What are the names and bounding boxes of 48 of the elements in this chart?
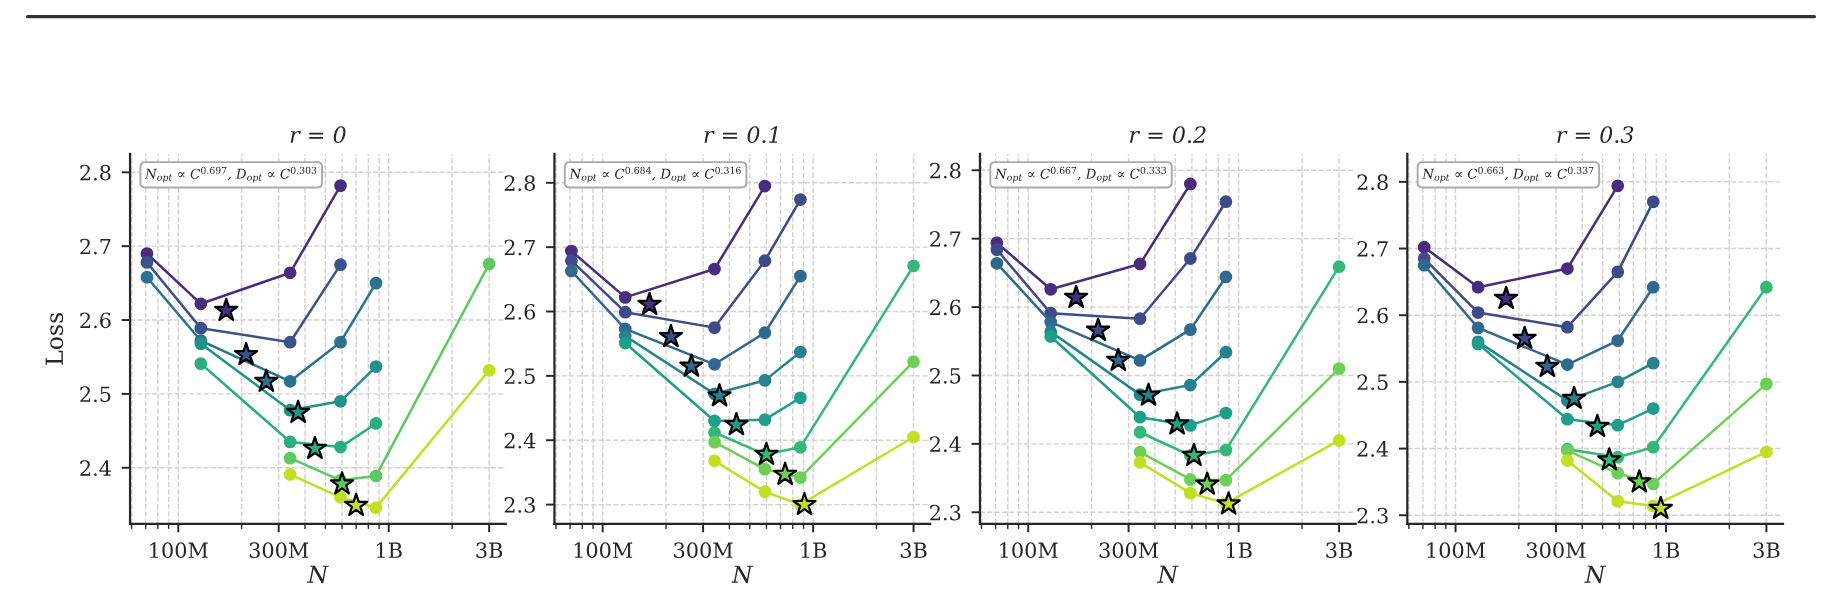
- x-tick-label: 100M: [1427, 542, 1485, 559]
- y-tick-label: 2.7: [1357, 240, 1388, 257]
- y-tick-label: 2.5: [930, 367, 961, 384]
- y-tick-label: 2.3: [930, 504, 961, 521]
- y-tick-label: 2.4: [1357, 441, 1389, 457]
- x-tick-label: 300M: [1526, 542, 1586, 559]
- x-axis-title: N: [731, 565, 754, 584]
- y-tick-label: 2.6: [1357, 307, 1388, 324]
- y-tick-label: 2.6: [930, 299, 961, 316]
- y-tick-label: 2.8: [930, 162, 961, 179]
- x-tick-label: 100M: [1000, 542, 1058, 559]
- x-axis-title: N: [1157, 565, 1179, 584]
- x-tick-label: 300M: [1099, 542, 1159, 559]
- x-tick-label: 300M: [249, 542, 309, 559]
- y-tick-label: 2.3: [504, 497, 535, 513]
- y-tick-label: 2.3: [1357, 507, 1388, 524]
- y-tick-label: 2.4: [504, 432, 536, 449]
- chart-title: r = 0.2: [1130, 126, 1206, 144]
- y-tick-label: 2.5: [504, 368, 535, 385]
- y-tick-label: 2.6: [80, 312, 111, 329]
- x-axis-title: N: [1584, 565, 1607, 584]
- y-tick-label: 2.8: [80, 164, 111, 181]
- x-tick-label: 1B: [1654, 542, 1679, 558]
- x-tick-label: 100M: [574, 542, 633, 559]
- x-tick-label: 3B: [1326, 542, 1353, 559]
- x-tick-label: 1B: [376, 542, 402, 558]
- chart-title: r = 0.1: [704, 126, 778, 144]
- y-tick-label: 2.4: [80, 460, 111, 476]
- x-tick-label: 100M: [150, 542, 208, 559]
- chart-title: r = 0: [290, 126, 346, 144]
- x-tick-label: 1B: [801, 542, 827, 558]
- y-tick-label: 2.5: [1357, 374, 1388, 391]
- x-tick-label: 3B: [1753, 542, 1780, 559]
- y-tick-label: 2.7: [80, 238, 111, 255]
- y-axis-title: Loss: [45, 313, 64, 365]
- y-tick-label: 2.4: [930, 436, 961, 453]
- y-tick-label: 2.7: [930, 231, 961, 247]
- x-tick-label: 3B: [476, 542, 503, 559]
- y-tick-label: 2.7: [504, 239, 535, 256]
- y-tick-label: 2.5: [80, 386, 111, 403]
- x-axis-title: N: [307, 565, 329, 584]
- y-tick-label: 2.6: [504, 303, 536, 320]
- chart-title: r = 0.3: [1557, 126, 1634, 144]
- y-tick-label: 2.8: [1357, 174, 1388, 191]
- y-tick-label: 2.8: [504, 175, 535, 192]
- x-tick-label: 300M: [674, 542, 733, 559]
- x-tick-label: 3B: [900, 542, 927, 559]
- x-tick-label: 1B: [1226, 542, 1252, 558]
